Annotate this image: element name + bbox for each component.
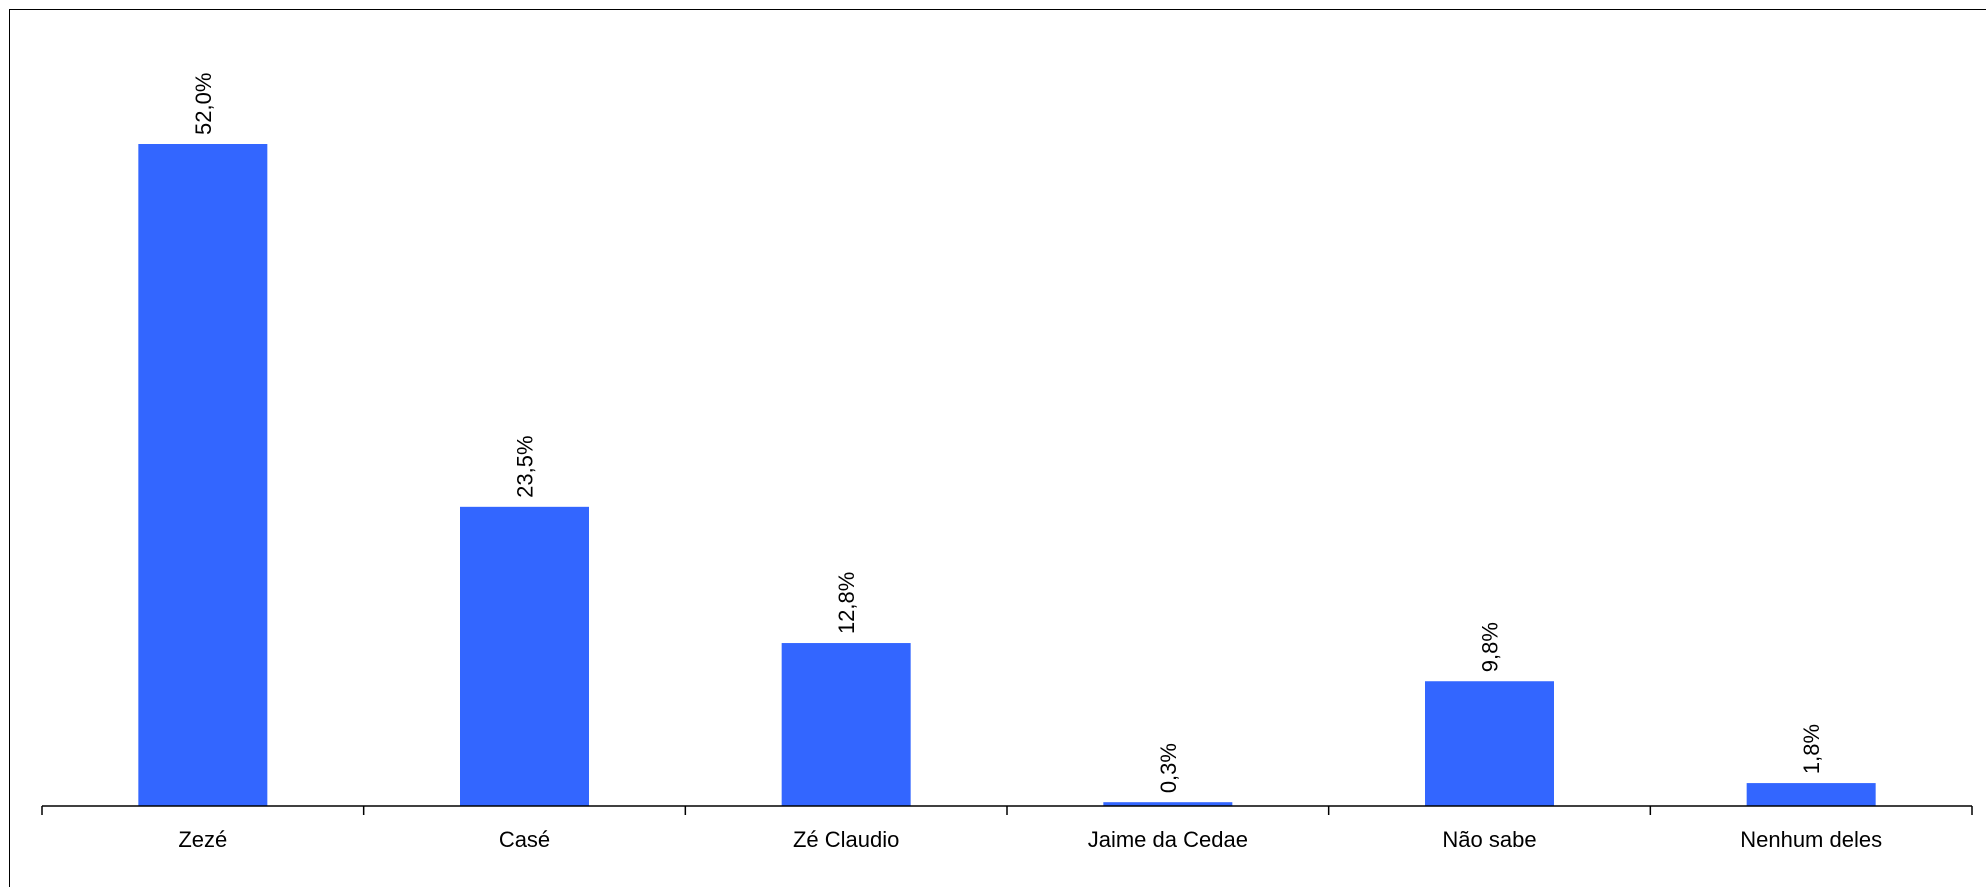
bar — [1103, 802, 1233, 806]
bar — [138, 144, 268, 806]
chart-frame — [9, 9, 1986, 887]
category-labels-group: Zezé Casé Zé Claudio Jaime da Cedae Não sabe… — [178, 827, 1882, 852]
category-label: Jaime da Cedae — [1088, 827, 1248, 852]
data-label: 52,0% — [191, 73, 216, 135]
x-ticks-group — [41, 806, 1973, 815]
data-label: 12,8% — [834, 572, 859, 634]
bar — [1746, 783, 1876, 806]
data-label: 1,8% — [1799, 724, 1824, 774]
data-labels-group: 52,0% 23,5% 12,8% 0,3% 9,8% 1,8% — [191, 73, 1824, 794]
bar — [1425, 681, 1554, 806]
category-label: Não sabe — [1442, 827, 1536, 852]
bars-group — [138, 144, 1876, 806]
category-label: Zezé — [178, 827, 227, 852]
data-label: 9,8% — [1478, 622, 1503, 672]
data-label: 0,3% — [1156, 743, 1181, 793]
category-label: Casé — [499, 827, 550, 852]
category-label: Nenhum deles — [1740, 827, 1882, 852]
category-label: Zé Claudio — [793, 827, 899, 852]
bar — [460, 506, 589, 806]
bar — [781, 643, 911, 806]
data-label: 23,5% — [513, 435, 538, 497]
